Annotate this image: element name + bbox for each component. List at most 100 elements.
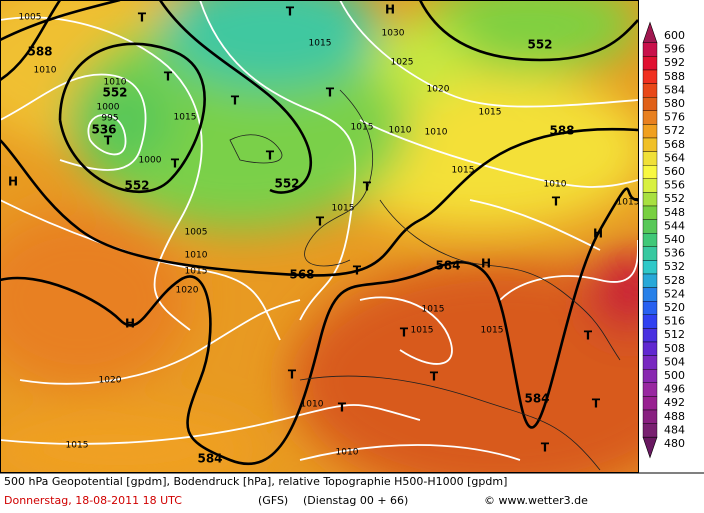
colorbar-label: 592	[664, 56, 685, 69]
colorbar-arrow-bottom	[642, 436, 658, 459]
map-label: H	[481, 257, 491, 271]
colorbar-swatch	[642, 314, 658, 329]
colorbar-label: 552	[664, 192, 685, 205]
map-label: 1000	[97, 103, 120, 113]
colorbar-swatch	[642, 396, 658, 411]
map-label: 1020	[176, 286, 199, 296]
map-label: 1015	[479, 108, 502, 118]
map-label: 1015	[332, 204, 355, 214]
map-label: 1010	[425, 128, 448, 138]
colorbar-swatch	[642, 423, 658, 438]
colorbar-swatch	[642, 355, 658, 370]
colorbar-swatch	[642, 287, 658, 302]
colorbar-swatch	[642, 409, 658, 424]
geopotential-contours	[0, 0, 638, 466]
colorbar-swatch	[642, 164, 658, 179]
colorbar-label: 524	[664, 287, 685, 300]
map-label: T	[541, 441, 550, 455]
footer-line1: 500 hPa Geopotential [gpdm], Bodendruck …	[4, 475, 507, 488]
map-label: 1015	[351, 123, 374, 133]
colorbar-label: 508	[664, 342, 685, 355]
colorbar-label: 600	[664, 29, 685, 42]
map-label: 1015	[174, 113, 197, 123]
isobars	[0, 0, 638, 461]
colorbar-swatch	[642, 232, 658, 247]
map-label: 1015	[481, 326, 504, 336]
colorbar-label: 500	[664, 369, 685, 382]
map-label: 552	[102, 86, 127, 100]
colorbar-swatch	[642, 341, 658, 356]
colorbar-label: 480	[664, 437, 685, 450]
colorbar-label: 492	[664, 396, 685, 409]
colorbar-swatch	[642, 178, 658, 193]
colorbar-swatch	[642, 301, 658, 316]
map-label: 588	[27, 45, 52, 59]
map-label: T	[266, 149, 275, 163]
colorbar-swatch	[642, 69, 658, 84]
map-label: T	[363, 180, 372, 194]
map-label: T	[592, 397, 601, 411]
map-label: H	[125, 317, 135, 331]
map-label: 1000	[139, 156, 162, 166]
colorbar-label: 504	[664, 355, 685, 368]
colorbar-swatch	[642, 42, 658, 57]
colorbar-swatch	[642, 137, 658, 152]
map-label: 1010	[104, 78, 127, 88]
map-label: 536	[91, 123, 116, 137]
map-label: 1025	[391, 58, 414, 68]
colorbar-label: 580	[664, 97, 685, 110]
colorbar-swatch	[642, 124, 658, 139]
map-label: 1015	[452, 166, 475, 176]
colorbar-swatch	[642, 192, 658, 207]
map-label: H	[385, 3, 395, 17]
map-label: 584	[524, 392, 549, 406]
map-label: 1030	[382, 29, 405, 39]
map-label: T	[286, 5, 295, 19]
map-label: 1010	[301, 400, 324, 410]
map-label: T	[430, 370, 439, 384]
colorbar-swatch	[642, 96, 658, 111]
map-label: T	[171, 157, 180, 171]
map-label: T	[231, 94, 240, 108]
map-label: 584	[197, 452, 222, 466]
colorbar-swatch	[642, 260, 658, 275]
colorbar-label: 496	[664, 383, 685, 396]
map-label: 1015	[66, 441, 89, 451]
map-label: 1010	[34, 66, 57, 76]
coastlines	[229, 89, 621, 471]
map-label: T	[353, 264, 362, 278]
colorbar-label: 568	[664, 138, 685, 151]
map-label: 1020	[427, 85, 450, 95]
colorbar: 6005965925885845805765725685645605565525…	[642, 21, 685, 459]
map-label: 552	[124, 179, 149, 193]
map-label: 1020	[99, 376, 122, 386]
map-label: T	[164, 70, 173, 84]
map-label: 1015	[411, 326, 434, 336]
map-label: T	[104, 134, 113, 148]
map-label: 1015	[185, 267, 208, 277]
colorbar-label: 556	[664, 179, 685, 192]
colorbar-swatch	[642, 382, 658, 397]
colorbar-swatch	[642, 273, 658, 288]
colorbar-swatch	[642, 328, 658, 343]
map-label: T	[316, 215, 325, 229]
colorbar-label: 536	[664, 247, 685, 260]
map-label: 1015	[422, 305, 445, 315]
colorbar-label: 560	[664, 165, 685, 178]
map-label: 588	[549, 124, 574, 138]
colorbar-swatch	[642, 83, 658, 98]
colorbar-swatch	[642, 246, 658, 261]
map-label: T	[552, 195, 561, 209]
map-label: 1010	[389, 126, 412, 136]
colorbar-label: 544	[664, 219, 685, 232]
footer-run: (Dienstag 00 + 66)	[303, 494, 408, 507]
map-label: H	[593, 227, 603, 241]
map-label: T	[584, 329, 593, 343]
colorbar-swatch	[642, 369, 658, 384]
map-label: T	[138, 11, 147, 25]
colorbar-swatch	[642, 151, 658, 166]
map-label: 552	[527, 38, 552, 52]
map-label: 1010	[336, 448, 359, 458]
